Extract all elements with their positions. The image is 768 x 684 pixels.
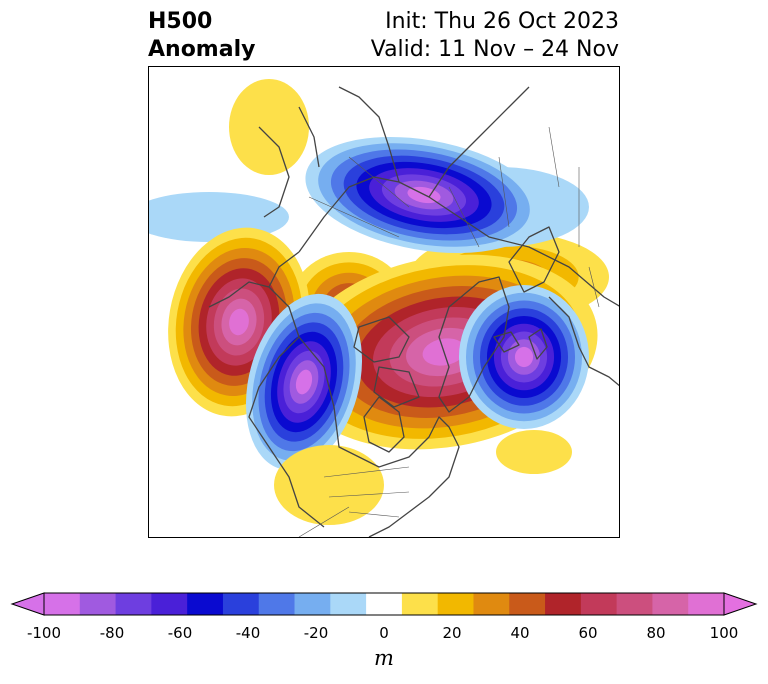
colorbar-bin: [616, 593, 653, 615]
colorbar-tick-label: -20: [303, 624, 329, 642]
colorbar-bin: [222, 593, 260, 615]
colorbar: [10, 592, 758, 616]
colorbar-bin: [366, 593, 403, 615]
colorbar-tick-label: 80: [646, 624, 666, 642]
colorbar-bin: [151, 593, 188, 615]
title-left: H500 Anomaly: [148, 8, 255, 64]
iceland-coast: [493, 331, 520, 353]
colorbar-bin: [258, 593, 296, 615]
anomaly-contour: [295, 369, 313, 395]
colorbar-tick-label: 0: [379, 624, 389, 642]
colorbar-tick-label: 40: [510, 624, 530, 642]
colorbar-bins: [44, 593, 725, 615]
colorbar-bin: [294, 593, 331, 615]
anomaly-contour: [229, 308, 249, 336]
coastlines: [208, 86, 619, 537]
anomaly-contour: [229, 79, 309, 175]
eurasia-coast: [298, 86, 619, 307]
colorbar-tick-label: -100: [26, 624, 62, 642]
colorbar-bin: [509, 593, 546, 615]
map-panel: [148, 66, 620, 538]
borders: [298, 126, 600, 537]
colorbar-bin: [473, 593, 510, 615]
anomaly-contour: [514, 346, 534, 368]
title-variable: H500: [148, 9, 213, 34]
title-right: Init: Thu 26 Oct 2023 Valid: 11 Nov – 24…: [371, 8, 619, 64]
colorbar-extend-high: [723, 592, 758, 616]
anomaly-map: [149, 79, 619, 537]
colorbar-bin: [688, 593, 725, 615]
colorbar-tick-label: 20: [442, 624, 462, 642]
uk-coast: [528, 328, 548, 360]
country-borders: [298, 126, 600, 537]
colorbar-tick-label: 100: [709, 624, 739, 642]
east-asia-coast: [258, 106, 320, 218]
colorbar-tick-label: -40: [235, 624, 261, 642]
greenland-coast: [438, 276, 510, 413]
colorbar-bin: [401, 593, 439, 615]
europe-coast: [548, 296, 619, 387]
colorbar-tick-label: -60: [167, 624, 193, 642]
colorbar-bin: [79, 593, 117, 615]
colorbar-outline: [43, 592, 725, 616]
colorbar-tick-label: 60: [578, 624, 598, 642]
alaska-coast: [208, 251, 300, 338]
colorbar-bin: [187, 593, 224, 615]
colorbar-extend-low: [10, 592, 45, 616]
colorbar-bin: [44, 593, 81, 615]
canadian-archipelago-coast: [353, 316, 420, 408]
anomaly-contour: [274, 445, 384, 525]
anomaly-contour: [496, 430, 572, 474]
north-america-coast: [248, 336, 460, 537]
colorbar-bin: [545, 593, 582, 615]
colorbar-bin: [437, 593, 474, 615]
colorbar-tick-label: -80: [99, 624, 125, 642]
colorbar-bin: [580, 593, 618, 615]
scandinavia-coast: [508, 226, 560, 293]
colorbar-bin: [652, 593, 689, 615]
init-date: Init: Thu 26 Oct 2023: [385, 9, 619, 34]
valid-range: Valid: 11 Nov – 24 Nov: [370, 37, 619, 62]
colorbar-bin: [115, 593, 152, 615]
hudson-bay-coast: [363, 396, 405, 453]
colorbar-bin: [330, 593, 367, 615]
title-field: Anomaly: [148, 37, 256, 62]
colorbar-unit-label: m: [374, 646, 394, 670]
